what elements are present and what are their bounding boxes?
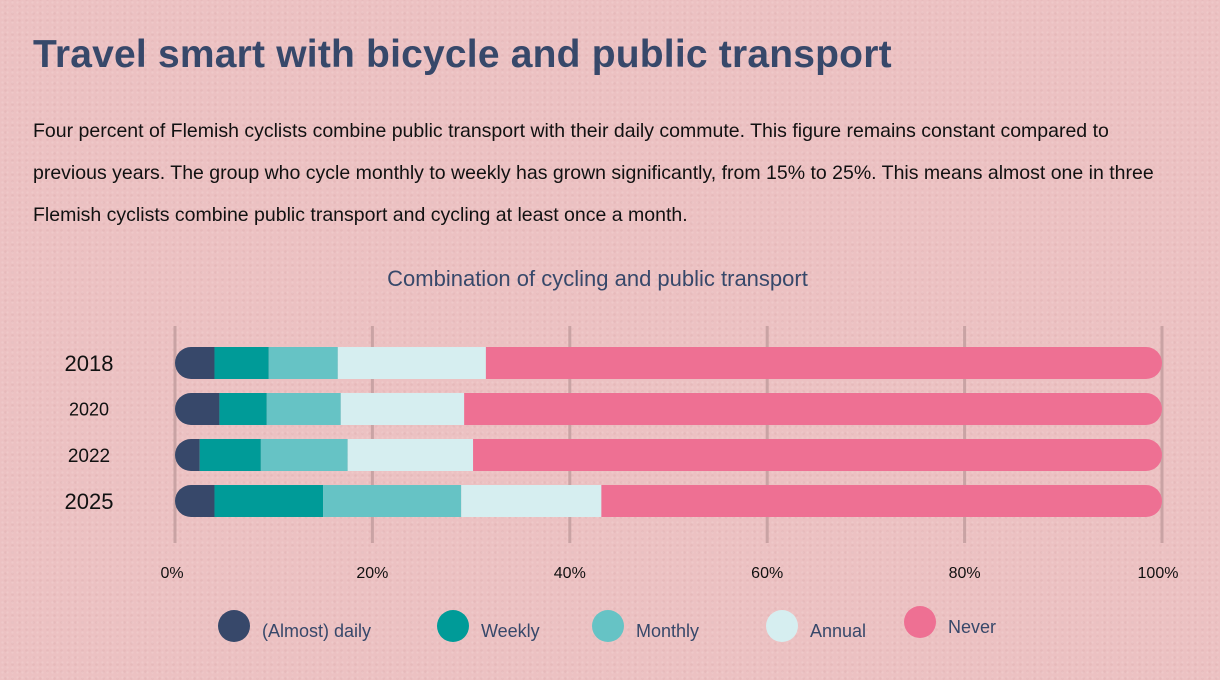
legend-swatch [218, 610, 250, 642]
bar-segment-2018-annual [337, 347, 486, 379]
legend-label: Monthly [636, 620, 700, 641]
year-labels: 2018 2020 2022 2025 [65, 351, 114, 514]
x-tick-labels: 0% 20% 40% 60% 80% 100% [160, 565, 1178, 582]
page-title: Travel smart with bicycle and public tra… [33, 33, 892, 76]
stacked-bar-chart: 2018 2020 2022 2025 0% 20% 40% 60% 80% 100% [65, 326, 1178, 582]
bar-row-2018 [175, 347, 1162, 379]
legend-swatch [437, 610, 469, 642]
x-tick-label: 20% [356, 565, 388, 582]
bar-row-2020 [175, 393, 1162, 425]
bar-segment-2025-monthly [323, 485, 462, 517]
bar-segment-2020-monthly [266, 393, 341, 425]
x-tick-label: 0% [160, 565, 183, 582]
x-tick-label: 40% [554, 565, 586, 582]
intro-paragraph: Four percent of Flemish cyclists combine… [33, 120, 1154, 226]
bar-segment-2018-almost-daily [175, 347, 215, 379]
bar-segment-2022-never [473, 439, 1162, 471]
legend-item: Monthly [592, 608, 699, 644]
bar-segment-2025-never [601, 485, 1162, 517]
x-tick-label: 80% [949, 565, 981, 582]
chart-title: Combination of cycling and public transp… [387, 266, 808, 291]
legend-label: Weekly [481, 620, 540, 641]
bar-segment-2018-monthly [268, 347, 338, 379]
bar-segment-2018-weekly [214, 347, 269, 379]
bar-segment-2018-never [485, 347, 1162, 379]
legend-swatch [592, 610, 624, 642]
x-tick-label: 100% [1138, 565, 1179, 582]
legend-item: (Almost) daily [218, 608, 371, 644]
x-tick-label: 60% [751, 565, 783, 582]
bar-segment-2020-annual [340, 393, 465, 425]
legend-item: Never [904, 604, 996, 640]
bar-segment-2022-weekly [199, 439, 261, 471]
bar-segment-2020-weekly [219, 393, 267, 425]
legend-label: Never [948, 616, 997, 637]
bar-segment-2025-annual [461, 485, 602, 517]
legend-item: Weekly [437, 608, 540, 644]
bar-segment-2025-weekly [214, 485, 324, 517]
legend-label: (Almost) daily [262, 620, 372, 641]
bar-row-2022 [175, 439, 1162, 471]
bar-segment-2022-annual [347, 439, 474, 471]
legend-swatch [904, 606, 936, 638]
bar-segment-2022-almost-daily [175, 439, 200, 471]
year-label: 2022 [68, 446, 110, 467]
bar-segment-2020-never [464, 393, 1162, 425]
bar-rows [175, 347, 1162, 517]
chart-legend: (Almost) daily Weekly Monthly Annual Never [218, 606, 1038, 648]
legend-label: Annual [810, 620, 867, 641]
legend-item: Annual [766, 608, 866, 644]
bar-segment-2025-almost-daily [175, 485, 215, 517]
year-label: 2020 [69, 399, 109, 419]
legend-swatch [766, 610, 798, 642]
bar-segment-2020-almost-daily [175, 393, 220, 425]
year-label: 2025 [65, 489, 114, 514]
bar-row-2025 [175, 485, 1162, 517]
bar-segment-2022-monthly [260, 439, 348, 471]
year-label: 2018 [65, 351, 114, 376]
